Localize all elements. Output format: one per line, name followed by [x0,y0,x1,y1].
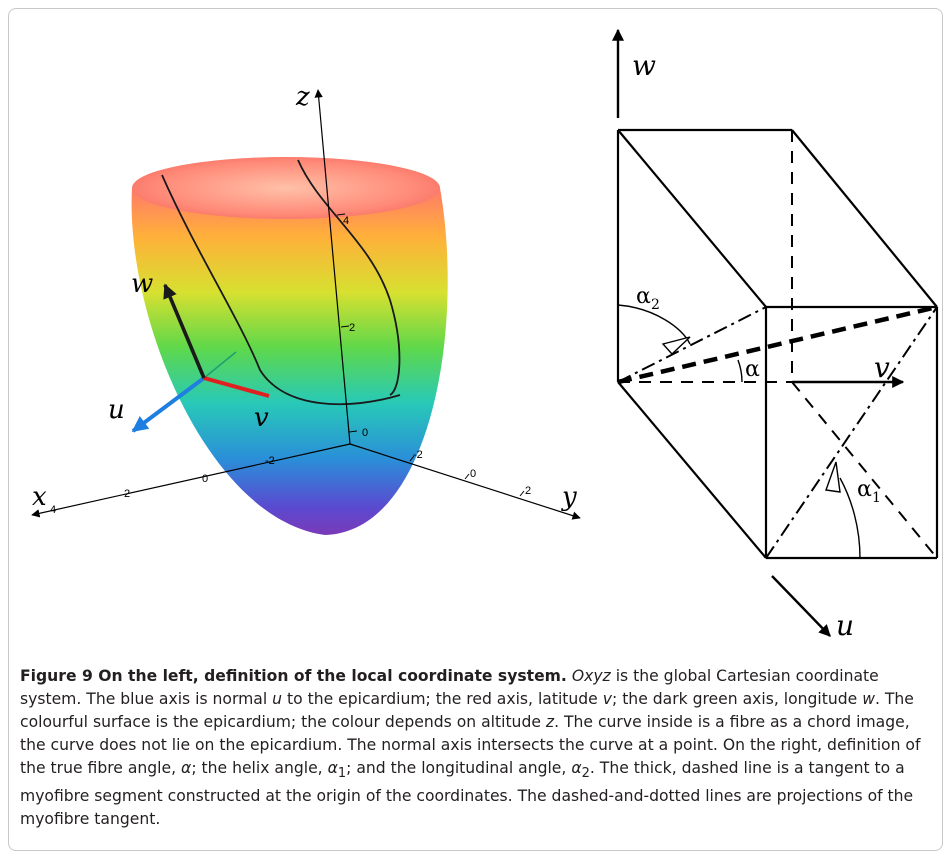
epicardium-surface [131,188,448,535]
x-tick-neg2: -2 [265,455,275,467]
caption-oxyz: Oxyz [571,667,611,685]
caption-text-1: is the global Cartesian coordinate syste… [20,667,879,708]
z-ticks: 4 2 0 [336,213,368,439]
caption-text-3: ; the dark green axis, longitude [611,690,863,708]
x-tick-2: 2 [124,488,130,500]
y-axis-label: y [561,482,577,512]
alpha2-arrowhead [661,336,691,356]
caption-text-6: ; the helix angle, [191,759,328,777]
alpha2-subscript: 2 [651,297,660,313]
v-axis-label: v [254,403,269,433]
u-axis [131,376,206,433]
fibre-curve-right [297,159,401,396]
caption-alpha1: α [327,759,338,777]
w-axis-label: w [131,269,153,299]
alpha2-label: α [636,284,651,309]
figure-caption: Figure 9 On the left, definition of the … [20,665,938,831]
alpha1-label: α [857,477,872,502]
right-panel [612,28,939,637]
caption-alpha2-sub: 2 [581,766,590,782]
epicardium-rim [132,157,440,219]
z-axis-label: z [295,82,310,112]
alpha1-subscript: 1 [872,490,881,506]
w-axis [163,283,206,379]
caption-v: v [602,690,612,708]
caption-alpha2: α [571,759,582,777]
caption-text-8: . The thick, dashed line is a tangent to… [20,759,914,829]
figure-frame [8,8,943,851]
projection-lines [617,306,938,559]
z-tick-2: 2 [349,322,355,334]
v-label: v [874,351,890,384]
caption-z: z [545,713,555,731]
caption-text-7: ; and the longitudinal angle, [346,759,572,777]
alpha1-arrowhead [825,461,841,493]
z-axis [314,89,351,445]
fibre-tangent [617,304,938,385]
caption-text-5: . The curve inside is a fibre as a chord… [20,713,921,777]
caption-text-2: to the epicardium; the red axis, latitud… [282,690,603,708]
x-axis [31,443,351,518]
caption-alpha: α [181,759,192,777]
y-ticks: -2 0 2 [409,449,531,497]
normal-axis-extension [203,351,237,379]
y-tick-neg2: -2 [413,449,423,461]
left-panel: z 4 2 0 x 4 2 0 -2 y -2 0 2 [31,82,581,535]
v-axis [203,376,270,398]
y-tick-2: 2 [525,485,531,497]
alpha1-arc [839,477,861,559]
caption-text-4: . The colourful surface is the epicardiu… [20,690,914,731]
alpha-label: α [745,357,760,382]
x-axis-label: x [32,482,47,512]
caption-title: Figure 9 On the left, definition of the … [20,667,567,685]
u-axis-label: u [108,395,125,425]
fibre-curve-left [161,174,401,406]
u-direction-arrow [771,575,831,637]
y-tick-0: 0 [470,468,476,480]
alpha-arc [737,359,743,383]
x-ticks: 4 2 0 -2 [50,455,275,516]
y-axis [349,443,581,520]
x-tick-4: 4 [50,504,56,516]
x-tick-0: 0 [202,473,208,485]
w-label: w [632,49,656,82]
u-label: u [836,609,854,642]
caption-w: w [862,690,875,708]
caption-u: u [272,690,283,708]
box-solid-edges [616,128,939,560]
caption-alpha1-sub: 1 [337,766,347,782]
z-tick-0: 0 [362,427,368,439]
z-tick-4: 4 [343,215,349,227]
